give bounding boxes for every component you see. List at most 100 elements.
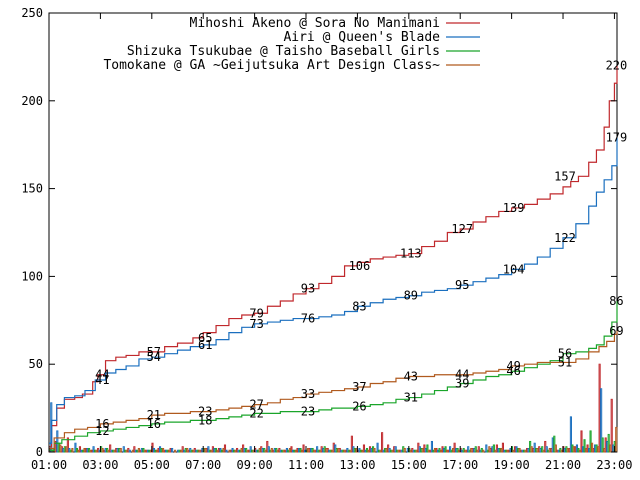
bar	[210, 449, 213, 453]
x-tick-label: 11:00	[288, 458, 324, 472]
data-label: 54	[147, 350, 161, 364]
bar	[550, 447, 553, 453]
bar	[411, 447, 414, 453]
bar	[87, 447, 91, 453]
bar	[373, 447, 376, 453]
bar	[462, 447, 465, 453]
bar	[155, 449, 159, 453]
bar	[560, 449, 563, 453]
data-label: 16	[147, 417, 161, 431]
bar	[559, 447, 562, 453]
bar	[344, 449, 347, 453]
bar	[417, 442, 420, 453]
bar	[267, 446, 270, 453]
bar	[394, 446, 397, 453]
x-tick-label: 03:00	[82, 458, 118, 472]
bar	[403, 447, 406, 453]
bar	[60, 446, 63, 453]
bar	[59, 444, 62, 453]
bar	[234, 449, 237, 453]
bar	[442, 447, 446, 453]
bar	[587, 447, 591, 453]
bar	[420, 447, 423, 453]
bar	[545, 446, 548, 453]
bar	[574, 446, 577, 453]
bar	[400, 449, 403, 453]
bar	[145, 449, 148, 453]
bar	[563, 447, 566, 453]
bar	[586, 444, 589, 453]
bar	[275, 447, 278, 453]
bar	[192, 449, 195, 453]
bar	[479, 449, 482, 453]
bar	[536, 447, 539, 453]
bar	[104, 447, 107, 453]
data-label: 23	[301, 405, 315, 419]
y-tick-label: 150	[21, 182, 43, 196]
bar	[529, 440, 532, 453]
bar	[565, 446, 568, 453]
bar	[308, 447, 311, 453]
bar	[485, 444, 488, 453]
data-label: 104	[503, 262, 525, 276]
bar	[498, 447, 501, 453]
bar	[554, 444, 557, 453]
series-line	[49, 65, 618, 448]
bar	[242, 444, 245, 453]
y-tick-label: 200	[21, 94, 43, 108]
bar	[604, 437, 607, 453]
y-tick-label: 0	[36, 445, 43, 459]
bar	[287, 449, 290, 453]
data-label: 157	[554, 169, 576, 183]
bar	[290, 446, 293, 453]
x-tick-label: 13:00	[339, 458, 375, 472]
bar	[205, 447, 208, 453]
bar	[430, 440, 434, 453]
plot-frame	[48, 12, 618, 453]
bar	[217, 447, 221, 453]
bar	[139, 449, 142, 453]
bar	[598, 363, 601, 453]
bar	[575, 444, 579, 453]
bar	[223, 444, 227, 453]
bar	[388, 447, 391, 453]
bar	[180, 449, 183, 453]
bar	[530, 446, 533, 453]
bar	[406, 447, 409, 453]
y-tick-label: 250	[21, 6, 43, 20]
bar	[116, 447, 119, 453]
bar	[497, 447, 500, 453]
bar	[402, 446, 405, 453]
bar	[615, 426, 618, 453]
bar	[71, 447, 74, 453]
bar	[423, 444, 426, 453]
bar	[110, 449, 113, 453]
bar	[518, 447, 521, 453]
bar	[504, 449, 508, 453]
bar	[134, 449, 137, 453]
bar	[365, 447, 369, 453]
bar	[520, 449, 523, 453]
bar	[190, 449, 193, 453]
x-tick-label: 19:00	[494, 458, 530, 472]
bar	[346, 447, 349, 453]
bar	[163, 449, 166, 453]
bar	[535, 447, 538, 453]
bar	[107, 449, 110, 453]
bar	[69, 449, 72, 453]
bar	[595, 444, 598, 453]
bar	[255, 449, 258, 453]
bar	[393, 446, 396, 453]
bar	[63, 446, 66, 453]
bar	[450, 449, 453, 453]
bar	[426, 444, 429, 453]
bar	[399, 449, 402, 453]
bar	[140, 447, 143, 453]
data-label: 43	[404, 369, 418, 383]
bar	[240, 447, 243, 453]
bar	[219, 447, 222, 453]
bar	[569, 416, 572, 453]
bar	[128, 449, 131, 453]
data-label: 27	[249, 398, 263, 412]
data-label: 220	[606, 59, 628, 73]
